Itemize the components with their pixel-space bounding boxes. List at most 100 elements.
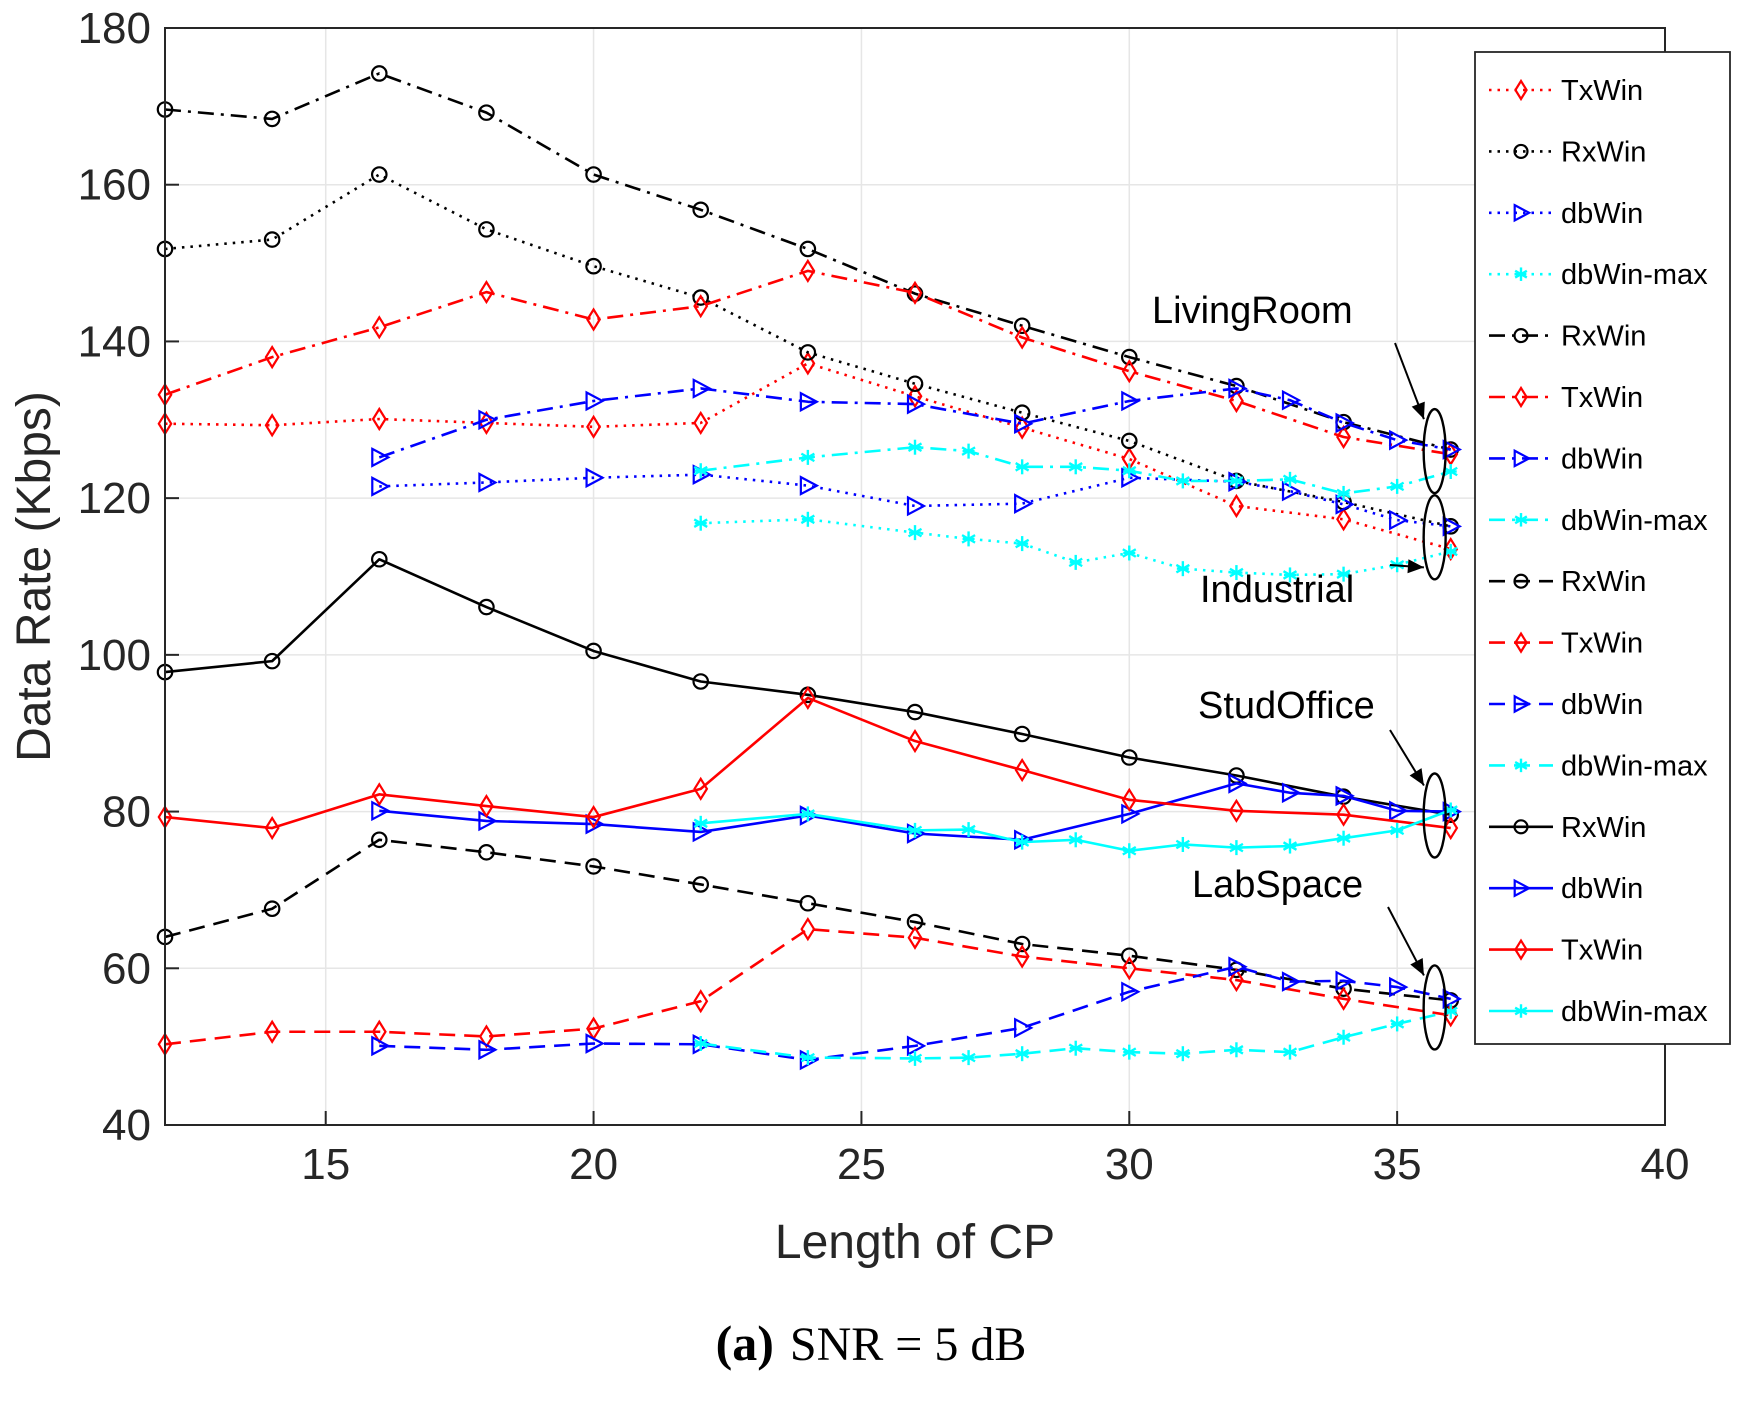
circle-marker <box>478 221 495 238</box>
x-axis-title: Length of CP <box>775 1216 1055 1269</box>
diamond-marker <box>371 406 387 432</box>
circle-marker <box>263 652 281 670</box>
circle-marker <box>585 642 602 660</box>
y-tick-label: 80 <box>102 788 151 837</box>
diamond-marker <box>1336 986 1352 1011</box>
triangle-marker <box>906 393 927 415</box>
y-tick-label: 60 <box>102 944 151 993</box>
annotation-arrow-head <box>1409 768 1424 786</box>
diamond-marker <box>1121 956 1137 981</box>
legend-entry: dbWin <box>1489 689 1643 721</box>
asterisk-marker <box>1229 840 1244 856</box>
circle-marker <box>1120 348 1138 366</box>
diamond-marker <box>907 728 923 754</box>
triangle-marker <box>906 495 927 517</box>
asterisk-marker <box>961 443 976 459</box>
diamond-marker <box>1014 757 1030 783</box>
triangle-marker <box>478 472 498 493</box>
asterisk-marker <box>1390 478 1405 494</box>
circle-marker <box>692 289 710 306</box>
diamond-marker <box>371 782 387 807</box>
triangle-marker <box>1335 970 1355 992</box>
series-line <box>379 965 1451 1062</box>
triangle-marker <box>1442 516 1463 537</box>
diamond-marker <box>1336 424 1352 450</box>
asterisk-marker <box>1015 1046 1030 1062</box>
legend-label: dbWin <box>1561 689 1643 721</box>
circle-marker <box>692 876 710 893</box>
triangle-marker <box>1014 413 1034 435</box>
asterisk-marker <box>800 1050 815 1066</box>
triangle-marker <box>1335 785 1355 807</box>
legend-label: RxWin <box>1561 321 1646 353</box>
group-ellipse <box>1422 407 1447 495</box>
legend-entry: dbWin-max <box>1489 750 1708 782</box>
asterisk-marker <box>907 822 923 838</box>
circle-marker <box>799 344 817 361</box>
diamond-marker <box>586 307 602 332</box>
triangle-marker <box>585 1033 605 1054</box>
circle-marker <box>1513 573 1529 589</box>
triangle-marker <box>1121 390 1141 412</box>
series-studoffice-dbwin-max <box>693 802 1458 859</box>
asterisk-marker <box>1336 830 1351 846</box>
diamond-marker <box>1514 78 1528 102</box>
series-layer <box>156 65 1463 1071</box>
asterisk-marker <box>1336 485 1351 501</box>
triangle-marker <box>1513 878 1532 898</box>
asterisk-marker <box>1282 1044 1298 1060</box>
annotation-label: Industrial <box>1200 569 1354 611</box>
series-line <box>164 72 1452 451</box>
asterisk-marker <box>1229 473 1244 489</box>
circle-marker <box>1120 749 1138 766</box>
group-ellipse <box>1422 964 1447 1051</box>
asterisk-marker <box>1122 463 1137 479</box>
asterisk-marker <box>961 531 976 547</box>
asterisk-marker <box>1068 832 1083 848</box>
legend-entry: TxWin <box>1489 935 1643 967</box>
asterisk-marker <box>693 463 708 479</box>
diamond-marker <box>1514 938 1528 961</box>
legend-label: RxWin <box>1561 566 1646 598</box>
annotation-label: StudOffice <box>1198 685 1375 727</box>
circle-marker <box>1513 143 1529 159</box>
circle-marker <box>692 201 710 219</box>
triangle-marker <box>585 390 605 412</box>
legend-label: dbWin-max <box>1561 750 1708 782</box>
circle-marker <box>370 166 388 183</box>
series-line <box>164 696 1451 830</box>
series-line <box>164 362 1452 551</box>
triangle-marker <box>1389 509 1409 531</box>
asterisk-marker <box>1336 1029 1351 1045</box>
triangle-marker <box>1389 976 1409 998</box>
asterisk-marker <box>1282 471 1298 487</box>
y-tick-label: 100 <box>78 631 151 680</box>
circle-marker <box>585 858 602 875</box>
circle-marker <box>1013 935 1031 953</box>
legend-entry: dbWin <box>1489 443 1643 475</box>
annotation-arrow-head <box>1411 401 1425 420</box>
asterisk-marker <box>693 815 708 831</box>
annotations: LivingRoom Industrial StudOffice LabSpace <box>1152 290 1425 976</box>
triangle-marker <box>478 810 498 832</box>
asterisk-marker <box>1122 545 1137 561</box>
legend-label: dbWin <box>1561 198 1643 230</box>
asterisk-marker <box>1122 843 1137 859</box>
triangle-marker <box>1335 412 1355 434</box>
asterisk-marker <box>1282 567 1298 583</box>
triangle-marker <box>371 800 391 822</box>
triangle-marker <box>1281 389 1302 411</box>
asterisk-marker <box>1175 1046 1190 1062</box>
y-tick-label: 40 <box>102 1101 151 1150</box>
circle-marker <box>906 375 924 393</box>
legend-entry: TxWin <box>1489 382 1643 414</box>
axis-ticks: 15 20 25 30 35 40 40 60 80 100 120 140 160 180 <box>78 4 1690 1189</box>
annotation-arrow-head <box>1410 958 1424 976</box>
diamond-marker <box>693 776 709 801</box>
asterisk-marker <box>800 449 815 465</box>
series-line <box>164 173 1452 528</box>
series-industrial-dbwin-max <box>693 511 1458 583</box>
legend-entry: RxWin <box>1489 321 1646 353</box>
series-line <box>378 387 1451 459</box>
